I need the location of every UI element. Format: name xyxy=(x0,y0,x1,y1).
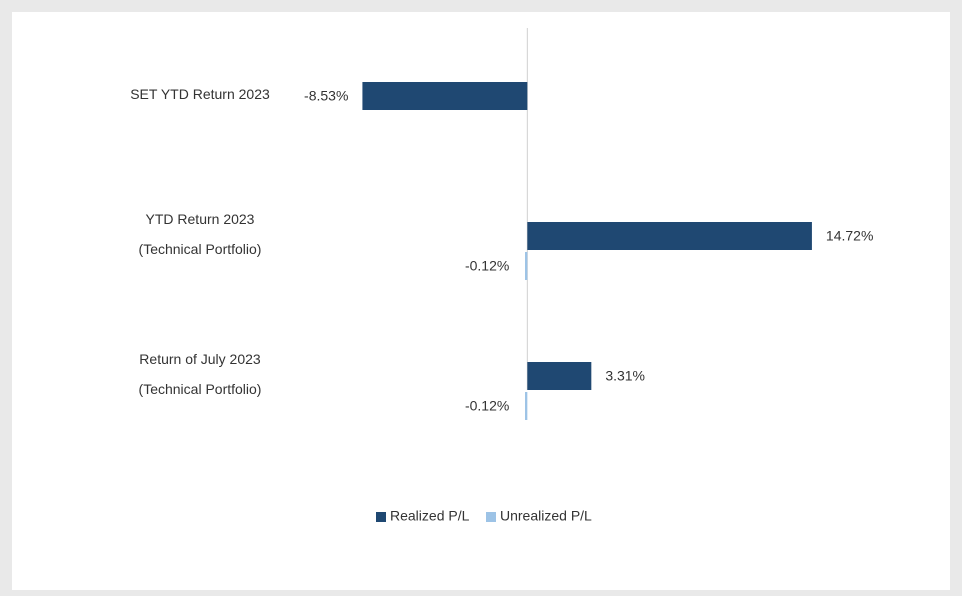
legend-swatch xyxy=(486,512,496,522)
category-label: YTD Return 2023 (Technical Portfolio) xyxy=(138,211,262,257)
legend-label: Realized P/L xyxy=(390,508,470,524)
bar xyxy=(527,362,592,390)
bar xyxy=(362,82,528,110)
value-label: -0.12% xyxy=(465,258,509,274)
bar xyxy=(525,392,528,420)
value-label: -8.53% xyxy=(304,88,348,104)
legend-label: Unrealized P/L xyxy=(500,508,592,524)
category-label: Return of July 2023 (Technical Portfolio… xyxy=(138,351,262,397)
value-label: 3.31% xyxy=(605,368,645,384)
value-label: -0.12% xyxy=(465,398,509,414)
legend-swatch xyxy=(376,512,386,522)
category-label: SET YTD Return 2023 xyxy=(130,86,270,102)
value-label: 14.72% xyxy=(826,228,873,244)
bar xyxy=(525,252,528,280)
bar xyxy=(527,222,812,250)
